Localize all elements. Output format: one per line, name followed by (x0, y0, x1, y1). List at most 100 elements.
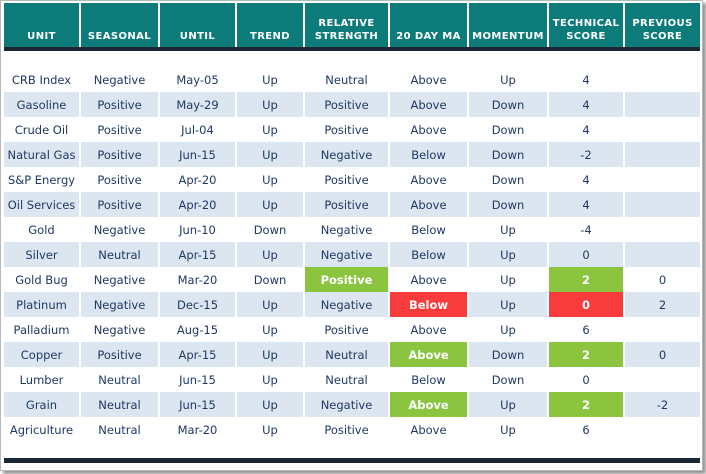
table-cell-relative-strength: Neutral (305, 367, 388, 392)
table-cell-technical-score: 0 (549, 367, 623, 392)
table-cell-momentum: Up (469, 242, 547, 267)
table-cell-relative-strength: Neutral (305, 67, 388, 92)
table-cell-until: Mar-20 (160, 267, 235, 292)
column-header-relative-strength: RELATIVE STRENGTH (305, 3, 388, 47)
row-label-silver: Silver (4, 242, 79, 267)
table-cell-relative-strength: Negative (305, 242, 388, 267)
row-label-lumber: Lumber (4, 367, 79, 392)
table-cell-trend: Up (237, 142, 303, 167)
table-cell-relative-strength: Positive (305, 417, 388, 442)
row-label-agriculture: Agriculture (4, 417, 79, 442)
table-cell-relative-strength: Negative (305, 142, 388, 167)
table-cell-20-day-ma: Above (390, 342, 467, 367)
table-cell-technical-score: 2 (549, 392, 623, 417)
table-cell-until: Dec-15 (160, 292, 235, 317)
table-cell-20-day-ma: Above (390, 92, 467, 117)
table-cell-trend: Up (237, 417, 303, 442)
row-label-oil-services: Oil Services (4, 192, 79, 217)
table-cell-previous-score (625, 242, 700, 267)
row-label-crb-index: CRB Index (4, 67, 79, 92)
table-cell-until: Apr-20 (160, 192, 235, 217)
row-label-natural-gas: Natural Gas (4, 142, 79, 167)
column-header-technical-score: TECHNICAL SCORE (549, 3, 623, 47)
table-cell-trend: Up (237, 342, 303, 367)
table-cell-previous-score (625, 367, 700, 392)
table-cell-20-day-ma: Below (390, 292, 467, 317)
table-cell-seasonal: Neutral (81, 417, 158, 442)
row-label-grain: Grain (4, 392, 79, 417)
table-cell-trend: Up (237, 292, 303, 317)
table-cell-previous-score (625, 142, 700, 167)
table-cell-technical-score: 4 (549, 167, 623, 192)
table-cell-trend: Up (237, 317, 303, 342)
table-cell-previous-score (625, 192, 700, 217)
column-header-seasonal: SEASONAL (81, 3, 158, 47)
row-label-copper: Copper (4, 342, 79, 367)
column-header-trend: TREND (237, 3, 303, 47)
row-label-gold: Gold (4, 217, 79, 242)
table-cell-until: Apr-15 (160, 342, 235, 367)
table-cell-previous-score (625, 117, 700, 142)
table-cell-20-day-ma: Above (390, 392, 467, 417)
column-header-until: UNTIL (160, 3, 235, 47)
table-cell-momentum: Down (469, 367, 547, 392)
table-cell-momentum: Down (469, 167, 547, 192)
table-cell-seasonal: Negative (81, 217, 158, 242)
table-cell-20-day-ma: Below (390, 217, 467, 242)
header-bottom-rule (4, 47, 700, 51)
table-cell-until: Apr-20 (160, 167, 235, 192)
table-cell-trend: Up (237, 392, 303, 417)
table-cell-momentum: Up (469, 317, 547, 342)
table-cell-trend: Up (237, 92, 303, 117)
table-cell-seasonal: Negative (81, 67, 158, 92)
table-cell-previous-score (625, 67, 700, 92)
table-cell-relative-strength: Positive (305, 117, 388, 142)
table-cell-trend: Up (237, 192, 303, 217)
table-cell-technical-score: 4 (549, 92, 623, 117)
table-cell-relative-strength: Positive (305, 192, 388, 217)
bottom-gap (4, 442, 700, 458)
table-cell-until: May-29 (160, 92, 235, 117)
table-cell-relative-strength: Positive (305, 317, 388, 342)
table-cell-relative-strength: Negative (305, 292, 388, 317)
table-cell-previous-score: 2 (625, 292, 700, 317)
table-cell-until: Aug-15 (160, 317, 235, 342)
table-cell-technical-score: 6 (549, 417, 623, 442)
row-label-crude-oil: Crude Oil (4, 117, 79, 142)
table-cell-until: Jul-04 (160, 117, 235, 142)
column-header-momentum: MOMENTUM (469, 3, 547, 47)
table-cell-previous-score: -2 (625, 392, 700, 417)
table-cell-20-day-ma: Above (390, 67, 467, 92)
table-cell-technical-score: 4 (549, 192, 623, 217)
table-bottom-rule (4, 458, 700, 463)
table-cell-seasonal: Positive (81, 92, 158, 117)
table-cell-technical-score: 2 (549, 267, 623, 292)
column-header-previous-score: PREVIOUS SCORE (625, 3, 700, 47)
table-cell-trend: Up (237, 242, 303, 267)
table-cell-until: Jun-10 (160, 217, 235, 242)
table-cell-20-day-ma: Below (390, 367, 467, 392)
table-cell-seasonal: Negative (81, 267, 158, 292)
spacer-row (4, 51, 700, 67)
table-cell-seasonal: Neutral (81, 367, 158, 392)
table-cell-20-day-ma: Below (390, 242, 467, 267)
table-cell-seasonal: Neutral (81, 242, 158, 267)
table-cell-trend: Down (237, 217, 303, 242)
table-cell-20-day-ma: Above (390, 117, 467, 142)
table-cell-20-day-ma: Above (390, 317, 467, 342)
table-cell-technical-score: 4 (549, 117, 623, 142)
technical-score-table: UNIT SEASONAL UNTIL TREND RELATIVE STRENGTH 2… (4, 3, 700, 463)
table-cell-previous-score (625, 92, 700, 117)
table-cell-seasonal: Positive (81, 192, 158, 217)
table-cell-until: Mar-20 (160, 417, 235, 442)
table-cell-technical-score: 2 (549, 342, 623, 367)
table-cell-momentum: Up (469, 67, 547, 92)
table-cell-previous-score (625, 217, 700, 242)
table-cell-until: Jun-15 (160, 392, 235, 417)
table-cell-previous-score (625, 167, 700, 192)
table-cell-trend: Up (237, 167, 303, 192)
table-cell-until: Jun-15 (160, 367, 235, 392)
table-cell-20-day-ma: Above (390, 267, 467, 292)
table-cell-previous-score (625, 317, 700, 342)
